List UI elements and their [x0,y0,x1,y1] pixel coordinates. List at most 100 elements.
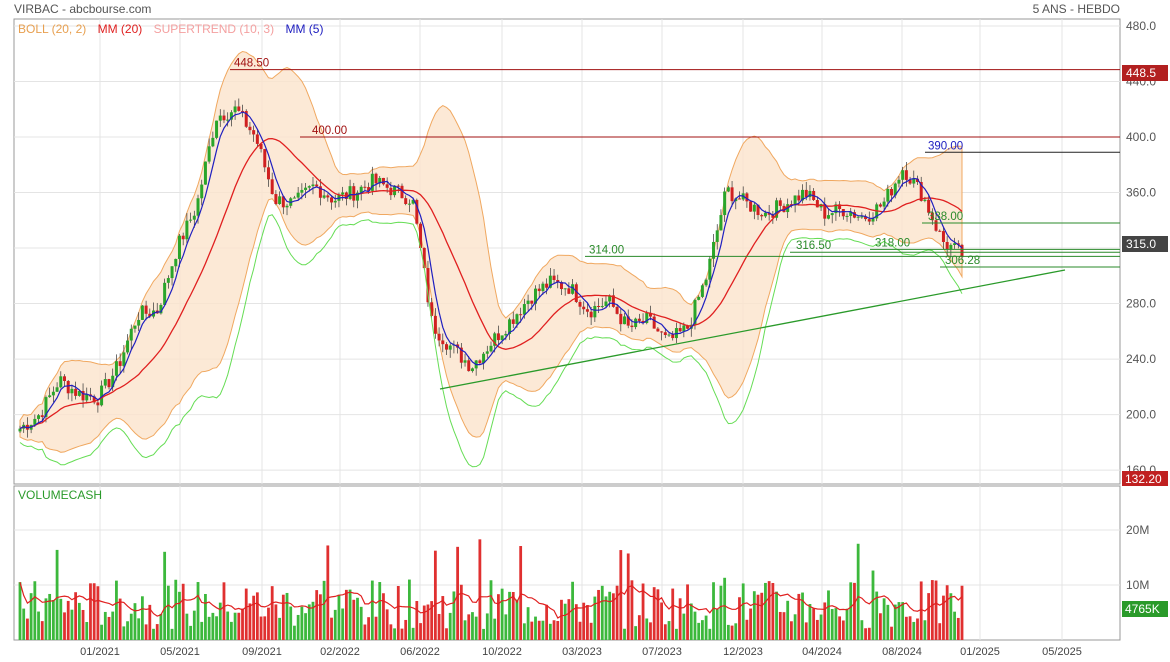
candle-body [630,325,634,328]
volume-bar [259,616,263,640]
candle-body [941,231,945,242]
volume-bar [129,613,133,640]
price-tick-label: 280.0 [1126,297,1156,311]
volume-bar [415,601,419,640]
candle-body [419,223,423,248]
candle-body [114,361,118,376]
candle-body [40,415,44,417]
volume-bar [634,626,638,640]
volume-bar [708,628,712,640]
candle-body [478,360,482,364]
badge-volume-bg [1122,601,1168,617]
candle-body [534,288,538,304]
candle-body [259,143,263,150]
volume-bar [945,585,949,640]
candle-body [626,316,630,326]
candle-body [181,235,185,240]
candle-body [700,285,704,297]
candle-body [771,214,775,218]
candle-body [263,149,267,168]
candle-body [890,188,894,196]
candle-body [871,218,875,222]
volume-bar [478,539,482,640]
volume-bar [29,593,33,640]
volume-bar [211,612,215,640]
volume-bar [244,588,248,640]
volume-bar [296,614,300,640]
volume-bar [693,611,697,640]
volume-bar [85,621,89,640]
candle-body [823,204,827,219]
volume-bar [315,590,319,640]
candle-body [352,186,356,201]
candle-body [226,119,230,121]
volume-bar [734,623,738,640]
candle-body [678,328,682,332]
volume-bar [712,582,715,640]
candle-body [296,192,300,198]
volume-bar [667,621,671,640]
candle-body [949,244,953,249]
candle-body [229,112,233,120]
volume-bar [148,604,152,640]
candle-body [708,258,712,280]
candle-body [682,325,686,332]
candle-body [129,328,133,341]
volume-bar [337,594,341,640]
candle-body [467,360,471,372]
candle-body [815,200,819,208]
volume-bar [497,594,500,640]
candle-body [426,268,430,303]
volume-bar [760,592,764,640]
candle-body [663,332,667,336]
candle-body [537,288,541,292]
volume-bar [474,616,478,640]
volume-bar [359,606,363,640]
volume-bar [682,613,686,640]
candle-body [211,137,215,147]
candle-body [563,288,567,290]
candle-body [919,182,923,201]
volume-bar [886,604,890,640]
candle-body [526,300,530,305]
volume-bar [252,595,256,640]
volume-bar [185,613,189,640]
candle-body [74,388,78,396]
volume-bar [426,604,430,640]
candle-body [567,288,571,294]
candle-body [37,415,41,419]
badge-current: 315.0 [1126,237,1156,251]
price-tick-label: 360.0 [1126,186,1156,200]
volume-bar [115,580,118,640]
level-label: 316.50 [796,240,831,252]
volume-bar [782,612,786,640]
candle-body [760,215,764,217]
legend-supertrend: SUPERTREND (10, 3) [154,22,274,36]
volume-bar [140,596,144,640]
candle-body [448,345,452,350]
volume-bar [764,582,767,640]
volume-bar [882,598,886,640]
volume-tick-label: 20M [1126,523,1149,537]
volume-bar [652,587,656,640]
candle-body [304,187,308,190]
volume-bar [519,546,523,640]
volume-bar [100,624,103,640]
mm5-line [19,111,963,430]
candle-body [593,305,597,318]
candle-body [652,316,656,329]
volume-bar [908,616,912,640]
volume-bar [255,592,259,640]
volume-bar [389,624,393,640]
volume-bar [867,627,871,640]
volume-bar [912,621,916,640]
volume-bar [289,606,293,640]
candle-body [66,380,70,394]
volume-bar [493,618,497,640]
volume-bar [830,609,834,640]
candle-body [830,213,834,216]
volume-bar [548,623,552,640]
candle-body [500,335,504,341]
volume-bar [248,603,252,640]
volume-bar [26,618,29,640]
